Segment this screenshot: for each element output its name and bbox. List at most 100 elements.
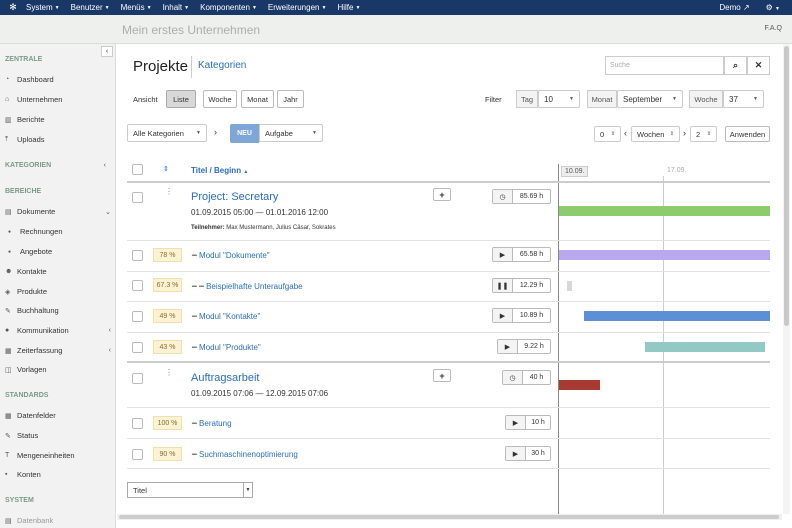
view-monat-button[interactable]: Monat (241, 90, 274, 108)
row-checkbox[interactable] (132, 250, 143, 261)
select-all-checkbox[interactable] (132, 164, 143, 175)
task-title[interactable]: ━ Modul "Kontakte" (192, 312, 261, 321)
gantt-bar-project-secretary[interactable] (559, 206, 770, 216)
faq-link[interactable]: F.A.Q (764, 25, 782, 32)
sidebar-section-zentrale: ZENTRALE (5, 56, 43, 63)
monat-select[interactable]: September ▼ (617, 90, 683, 108)
menu-benutzer[interactable]: Benutzer ▼ (70, 3, 110, 12)
row-checkbox[interactable] (132, 418, 143, 429)
project-title[interactable]: Auftragsarbeit (191, 372, 260, 384)
search-input[interactable]: Suche (605, 56, 724, 75)
sidebar-item-produkte[interactable]: ◈ Produkte (5, 287, 48, 296)
time-tracker[interactable]: ▶ 9.22 h (497, 339, 551, 354)
row-checkbox[interactable] (132, 373, 143, 384)
tag-select[interactable]: 10 ▼ (538, 90, 580, 108)
menu-komponenten[interactable]: Komponenten ▼ (200, 3, 257, 12)
user-link[interactable]: Demo ↗ (719, 3, 750, 12)
chevron-left-icon[interactable]: ‹ (624, 128, 627, 138)
time-tracker[interactable]: ▶ 30 h (505, 446, 551, 461)
more-vertical-icon[interactable]: ⋮ (165, 368, 173, 377)
sidebar-item-mengeneinheiten[interactable]: T Mengeneinheiten (5, 451, 75, 460)
menu-inhalt[interactable]: Inhalt ▼ (162, 3, 190, 12)
vertical-scrollbar[interactable] (783, 44, 790, 514)
add-task-button[interactable]: + (433, 188, 451, 201)
menu-system[interactable]: System ▼ (26, 3, 60, 12)
sort-icon[interactable]: ⇕ (163, 166, 169, 173)
task-title[interactable]: ━ ━ Beispielhafte Unteraufgabe (192, 282, 303, 291)
task-title[interactable]: ━ Modul "Produkte" (192, 343, 261, 352)
sidebar-item-rechnungen[interactable]: ● Rechnungen (8, 227, 63, 236)
menu-menues[interactable]: Menüs ▼ (120, 3, 152, 12)
sidebar-item-kommunikation[interactable]: ● Kommunikation ‹ (5, 326, 111, 335)
chevron-left-icon[interactable]: ‹ (103, 162, 106, 169)
row-checkbox[interactable] (132, 311, 143, 322)
time-total[interactable]: ◷ 85.69 h (492, 189, 551, 204)
sidebar-item-buchhaltung[interactable]: ✎ Buchhaltung (5, 306, 59, 315)
sidebar-item-status[interactable]: ✎ Status (5, 431, 39, 440)
menu-erweiterungen[interactable]: Erweiterungen ▼ (267, 3, 327, 12)
woche-select[interactable]: 37 ▼ (723, 90, 764, 108)
task-title[interactable]: ━ Suchmaschinenoptimierung (192, 450, 298, 459)
offset-left-select[interactable]: 0 ⇕ (594, 126, 621, 142)
sidebar-item-konten[interactable]: ▪ Konten (5, 470, 41, 479)
row-checkbox[interactable] (132, 192, 143, 203)
sidebar-item-kontakte[interactable]: ☻ Kontakte (5, 267, 47, 276)
sidebar-item-datenfelder[interactable]: ▦ Datenfelder (5, 411, 56, 420)
sidebar-item-dokumente[interactable]: ▤ Dokumente ⌄ (5, 207, 111, 216)
menu-hilfe[interactable]: Hilfe ▼ (337, 3, 361, 12)
clear-search-button[interactable]: ✕ (747, 56, 770, 75)
gantt-bar-auftragsarbeit[interactable] (559, 380, 600, 390)
row-checkbox[interactable] (132, 449, 143, 460)
gantt-bar-unteraufgabe[interactable] (567, 281, 572, 291)
sidebar-item-zeiterfassung[interactable]: ▦ Zeiterfassung ‹ (5, 346, 111, 355)
apply-button[interactable]: Anwenden (725, 126, 770, 142)
time-tracker[interactable]: ▶ 10 h (505, 415, 551, 430)
gantt-bar-modul-produkte[interactable] (645, 342, 765, 352)
sidebar-section-kategorien[interactable]: KATEGORIEN (5, 162, 52, 169)
view-liste-button[interactable]: Liste (166, 90, 196, 108)
row-checkbox[interactable] (132, 280, 143, 291)
column-title-header[interactable]: Titel / Beginn ▲ (191, 166, 249, 175)
time-tracker[interactable]: ▶ 10.89 h (492, 308, 551, 323)
time-tracker[interactable]: ❚❚ 12.29 h (492, 278, 551, 293)
more-vertical-icon[interactable]: ⋮ (165, 187, 173, 196)
task-title[interactable]: ━ Beratung (192, 419, 232, 428)
users-icon: ☻ (5, 268, 13, 275)
sidebar-item-dashboard[interactable]: ◔ Dashboard (5, 75, 54, 84)
chevron-right-icon[interactable]: › (683, 128, 686, 138)
scrollbar-thumb[interactable] (119, 515, 779, 519)
horizontal-scrollbar[interactable] (117, 514, 782, 520)
new-button[interactable]: NEU (230, 124, 259, 143)
chevron-right-icon[interactable]: › (214, 127, 217, 137)
view-woche-button[interactable]: Woche (203, 90, 237, 108)
view-label: Ansicht (133, 95, 158, 104)
scrollbar-thumb[interactable] (784, 46, 789, 326)
search-button[interactable]: ⌕ (724, 56, 747, 75)
sidebar-collapse-button[interactable]: ‹ (101, 46, 113, 57)
chevron-down-icon: ⌄ (105, 208, 111, 216)
project-title[interactable]: Project: Secretary (191, 191, 279, 203)
add-task-button[interactable]: + (433, 369, 451, 382)
sidebar-item-vorlagen[interactable]: ◫ Vorlagen (5, 365, 47, 374)
task-title[interactable]: ━ Modul "Dokumente" (192, 251, 270, 260)
joomla-icon[interactable]: ✻ (9, 2, 17, 12)
time-tracker[interactable]: ▶ 65.58 h (492, 247, 551, 262)
category-select[interactable]: Alle Kategorien ▼ (127, 124, 207, 142)
sidebar-item-berichte[interactable]: ▥ Berichte (5, 115, 45, 124)
view-jahr-button[interactable]: Jahr (277, 90, 304, 108)
row-checkbox[interactable] (132, 342, 143, 353)
gear-icon[interactable]: ⚙ ▼ (765, 3, 780, 12)
categories-link[interactable]: Kategorien (198, 60, 247, 71)
sidebar-item-uploads[interactable]: ⤒ Uploads (5, 135, 45, 144)
sidebar-item-unternehmen[interactable]: ⌂ Unternehmen (5, 95, 63, 104)
filter-label: Filter (485, 95, 502, 104)
time-total[interactable]: ◷ 40 h (502, 370, 551, 385)
new-type-select[interactable]: Aufgabe ▼ (259, 124, 323, 142)
gantt-bar-modul-dokumente[interactable] (559, 250, 770, 260)
sidebar-item-datenbank[interactable]: ▤ Datenbank (5, 516, 54, 525)
sidebar-item-angebote[interactable]: ● Angebote (8, 247, 53, 256)
gantt-bar-modul-kontakte[interactable] (584, 311, 770, 321)
offset-right-select[interactable]: 2 ⇕ (690, 126, 717, 142)
unit-select[interactable]: Wochen ⇕ (631, 126, 680, 142)
sort-field-select[interactable]: Titel ▼ (127, 482, 253, 498)
